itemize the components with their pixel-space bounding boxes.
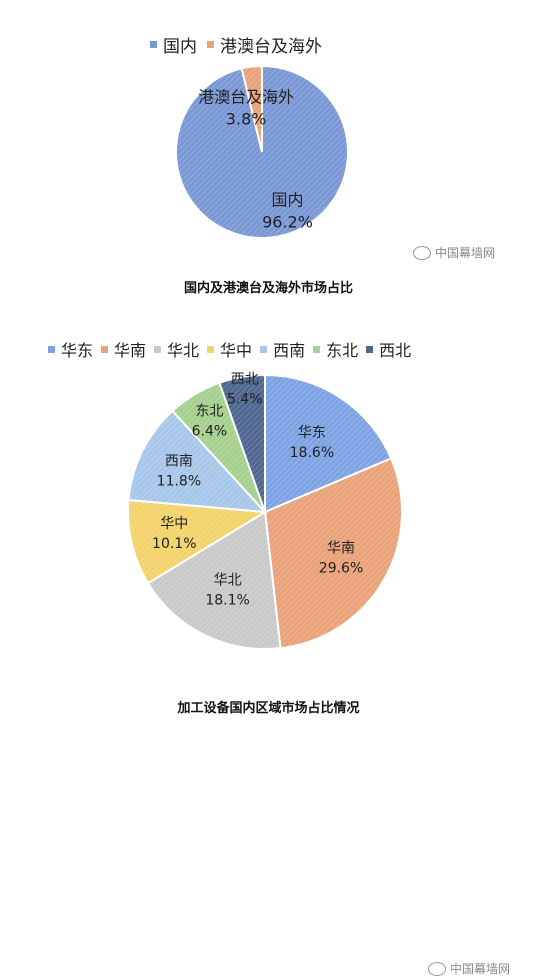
legend-label: 西南 — [273, 341, 306, 360]
pie-legend: 华东 华南 华北 华中 西南 东北 西北 — [48, 337, 411, 361]
legend-item: 国内 — [150, 32, 197, 57]
slice-value-label: 10.1% — [152, 536, 196, 552]
chart-caption: 国内及港澳台及海外市场占比 — [183, 281, 353, 296]
legend-swatch — [366, 345, 374, 353]
slice-value-label: 3.8% — [226, 109, 267, 128]
legend-swatch — [313, 345, 321, 353]
legend-swatch — [207, 41, 214, 48]
slice-value-label: 18.6% — [290, 445, 334, 461]
slice-value-label: 5.4% — [227, 392, 263, 408]
watermark-text: 中国幕墙网 — [435, 246, 496, 260]
pie-slice — [146, 510, 282, 650]
legend-label: 华中 — [220, 341, 253, 360]
legend-swatch — [101, 345, 109, 353]
slice-category-label: 华中 — [160, 516, 188, 532]
market-pie-panel: 国内 港澳台及海外 国内 96.2% 港澳台及海外 3.8% 中国幕墙网 国内及港澳台及… — [0, 0, 537, 300]
slice-category-label: 港澳台及海外 — [198, 87, 294, 106]
legend-item: 东北 — [313, 337, 358, 361]
pie-chart-domestic-overseas: 国内 96.2% 港澳台及海外 3.8% — [175, 64, 349, 239]
chart-caption: 加工设备国内区域市场占比情况 — [177, 701, 360, 716]
legend-item: 西南 — [260, 337, 305, 361]
pie-slice — [127, 498, 269, 585]
pie-legend: 国内 港澳台及海外 — [150, 32, 322, 57]
legend-swatch — [154, 345, 162, 353]
legend-swatch — [260, 345, 268, 353]
pie-slice — [263, 457, 403, 650]
legend-label: 华东 — [61, 341, 94, 360]
slice-category-label: 华东 — [298, 425, 326, 441]
slice-value-label: 18.1% — [205, 592, 249, 608]
slice-value-label: 6.4% — [192, 423, 228, 439]
legend-label: 西北 — [379, 341, 412, 360]
pie-slice — [218, 373, 266, 513]
pie-slice — [264, 373, 393, 514]
legend-swatch — [48, 345, 55, 353]
legend-item: 港澳台及海外 — [207, 32, 322, 57]
legend-item: 华中 — [207, 337, 252, 361]
slice-category-label: 华北 — [214, 572, 242, 588]
pie-slice — [240, 64, 263, 153]
legend-swatch — [150, 41, 157, 48]
watermark-text: 中国幕墙网 — [450, 962, 511, 976]
legend-label: 华北 — [167, 341, 200, 360]
slice-category-label: 国内 — [271, 191, 303, 210]
region-pie-panel: 华东 18.6% 华南 29.6% 华北 18.1% 华中 10.1% 西南 11.8% 东北 6.4… — [0, 300, 537, 976]
legend-swatch — [207, 345, 215, 353]
slice-value-label: 96.2% — [262, 213, 313, 232]
watermark-logo: 中国幕墙网 — [413, 244, 495, 261]
legend-item: 华南 — [101, 337, 146, 361]
slice-category-label: 华南 — [327, 540, 355, 556]
legend-label: 港澳台及海外 — [220, 37, 322, 57]
watermark-logo: 中国幕墙网 — [428, 960, 510, 977]
legend-label: 东北 — [326, 341, 359, 360]
wechat-icon — [413, 245, 431, 260]
legend-label: 华南 — [114, 341, 147, 360]
slice-category-label: 西南 — [165, 453, 193, 469]
legend-item: 华东 — [48, 337, 93, 361]
slice-category-label: 西北 — [231, 372, 259, 388]
wechat-icon — [428, 961, 446, 976]
legend-label: 国内 — [163, 37, 197, 57]
pie-slice — [127, 409, 268, 514]
legend-item: 西北 — [366, 337, 411, 361]
legend-item: 华北 — [154, 337, 199, 361]
pie-chart-regions: 华东 18.6% 华南 29.6% 华北 18.1% 华中 10.1% 西南 11.8% 东北 6.4… — [127, 372, 403, 650]
slice-value-label: 11.8% — [157, 473, 201, 489]
slice-category-label: 东北 — [195, 403, 223, 419]
slice-value-label: 29.6% — [319, 560, 363, 576]
